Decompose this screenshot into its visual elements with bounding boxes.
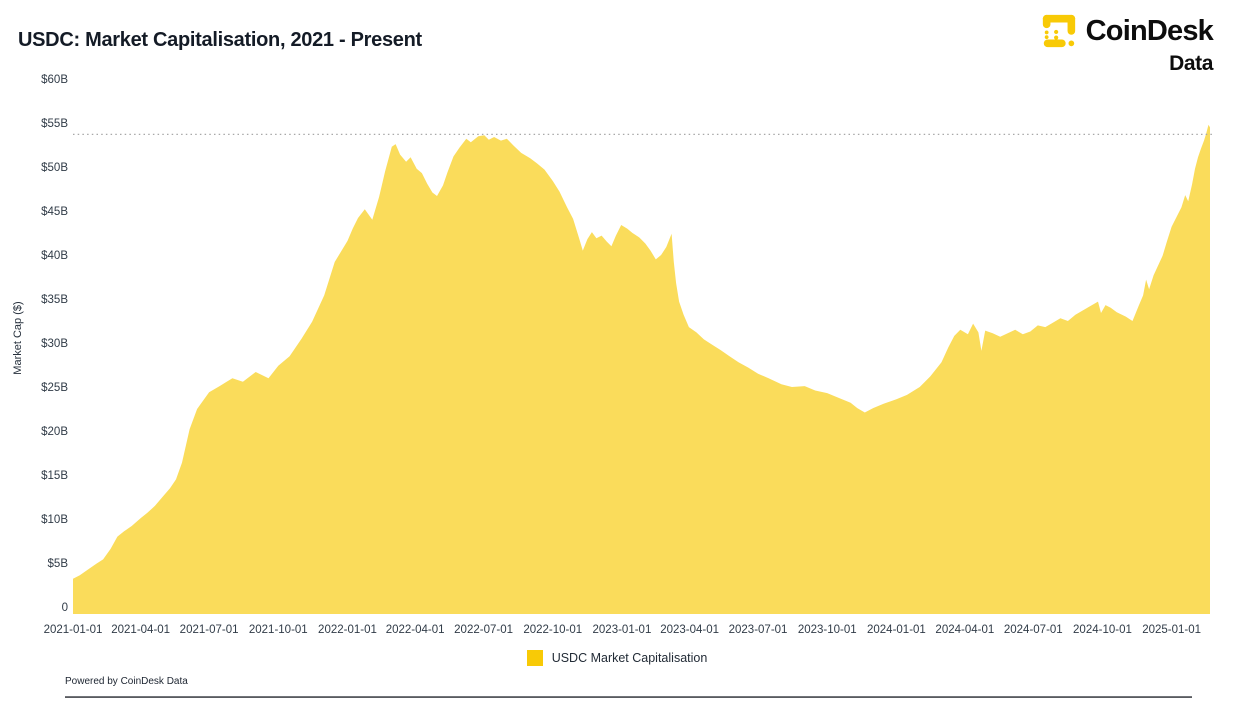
page-title: USDC: Market Capitalisation, 2021 - Pres… xyxy=(18,29,422,51)
x-tick-label: 2022-10-01 xyxy=(523,624,583,636)
x-tick-label: 2024-04-01 xyxy=(935,624,995,636)
powered-by-credit: Powered by CoinDesk Data xyxy=(65,676,188,687)
y-tick-label: $55B xyxy=(41,118,68,130)
x-tick-label: 2023-01-01 xyxy=(592,624,652,636)
x-tick-label: 2024-01-01 xyxy=(867,624,926,636)
x-tick-label: 2021-04-01 xyxy=(111,624,171,636)
y-tick-label: $30B xyxy=(41,338,68,350)
usdc-area-series[interactable] xyxy=(73,124,1210,614)
x-tick-label: 2022-01-01 xyxy=(318,624,377,636)
x-tick-label: 2023-07-01 xyxy=(728,624,788,636)
y-tick-label: $50B xyxy=(41,162,68,174)
coindesk-logo-icon xyxy=(1039,12,1079,50)
y-tick-label: $10B xyxy=(41,514,68,526)
y-tick-label: $25B xyxy=(41,382,68,394)
x-tick-label: 2025-01-01 xyxy=(1142,624,1202,636)
x-tick-label: 2023-04-01 xyxy=(660,624,720,636)
y-tick-label: $45B xyxy=(41,206,68,218)
brand-name: CoinDesk xyxy=(1085,14,1214,47)
x-tick-label: 2021-07-01 xyxy=(179,624,239,636)
legend-swatch xyxy=(526,650,543,666)
footer-divider xyxy=(65,696,1192,698)
x-tick-label: 2022-04-01 xyxy=(385,624,445,636)
x-tick-label: 2024-07-01 xyxy=(1003,624,1063,636)
x-tick-label: 2023-10-01 xyxy=(797,624,857,636)
y-tick-label: $35B xyxy=(41,294,68,306)
y-tick-label: $15B xyxy=(41,470,68,482)
x-tick-label: 2022-07-01 xyxy=(454,624,513,636)
y-tick-label: $40B xyxy=(41,250,68,262)
y-tick-label: $20B xyxy=(41,426,68,438)
x-tick-label: 2021-10-01 xyxy=(248,624,308,636)
y-tick-label: $60B xyxy=(41,74,68,86)
legend-label: USDC Market Capitalisation xyxy=(551,651,708,665)
y-tick-label: $5B xyxy=(47,558,68,570)
chart-legend[interactable]: USDC Market Capitalisation xyxy=(0,650,1234,666)
brand-subtitle: Data xyxy=(1169,52,1213,75)
x-tick-label: 2021-01-01 xyxy=(43,624,103,636)
y-tick-label: 0 xyxy=(61,602,68,614)
coindesk-data-logo: CoinDesk Data xyxy=(1039,12,1214,75)
x-tick-label: 2024-10-01 xyxy=(1073,624,1132,636)
